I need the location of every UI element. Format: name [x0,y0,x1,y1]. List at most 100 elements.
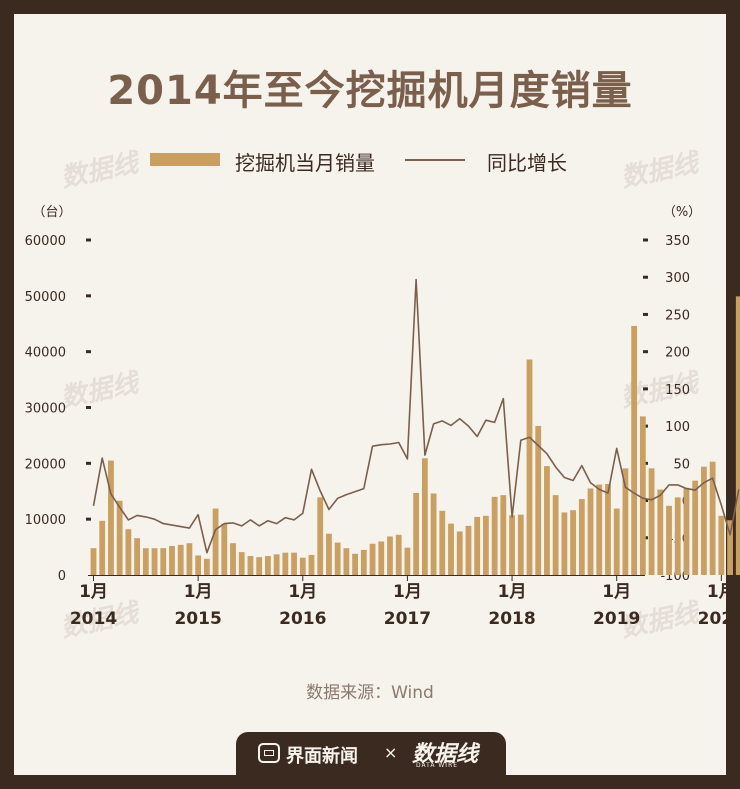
x-tick-year: 2016 [279,609,326,629]
bar [674,497,681,575]
bar [552,495,559,575]
jiemian-brand: 界面新闻 [286,746,358,767]
right-tick-label: 150 [665,383,690,398]
left-tick-mark [86,238,91,242]
bar [474,516,481,575]
bar [99,520,106,575]
bar [134,538,140,575]
bar [360,549,367,575]
bar [683,487,690,575]
bar [509,515,515,575]
bar [605,483,611,575]
bar [413,492,420,575]
x-tick-year: 2018 [488,609,535,629]
jiemian-logo-icon [258,743,280,763]
x-tick-year: 2014 [70,609,117,629]
bar [177,544,184,575]
bar [439,510,446,575]
x-tick-month: 1月 [288,582,317,602]
x-tick-month: 1月 [184,582,213,602]
x-tick-month: 1月 [707,582,736,602]
bar [666,505,672,575]
bar [526,359,533,575]
bar [648,468,655,575]
bar [692,480,699,575]
bar [352,553,358,575]
right-tick-mark [643,350,648,354]
bar [291,552,297,575]
bar [160,548,167,575]
x-tick-month: 1月 [79,582,108,602]
bar [273,554,280,575]
bar [299,557,306,575]
bar [578,499,585,575]
right-tick-label: 200 [665,346,690,361]
left-tick-label: 40000 [25,346,66,361]
right-tick-label: 350 [665,234,690,249]
bar [657,489,664,575]
left-tick-mark [86,294,91,298]
bar [500,495,507,575]
left-tick-mark [86,461,91,465]
right-tick-mark [643,275,648,279]
bar [544,466,550,575]
bar [395,534,402,575]
bar [282,552,289,575]
left-tick-mark [86,517,91,521]
right-tick-label: 100 [665,420,690,435]
bar [430,493,437,575]
left-tick-label: 30000 [25,402,66,417]
bar [203,558,210,575]
x-tick-year: 2017 [384,609,431,629]
bar [622,468,629,575]
bar [230,543,236,575]
left-tick-label: 10000 [25,513,66,528]
bar [256,557,263,575]
bar [456,531,463,575]
left-axis-unit: （台） [32,205,71,220]
bar [517,514,524,575]
x-tick-month: 1月 [393,582,422,602]
bar [369,543,376,575]
bar [735,296,740,575]
left-tick-label: 0 [58,569,66,584]
bar [195,555,202,575]
partner-logo: 数据线 [412,742,479,767]
bar [169,545,175,575]
x-tick-month: 1月 [498,582,527,602]
bar [90,548,97,575]
bar [587,488,594,575]
bar [535,425,542,575]
bar [378,541,385,575]
bar [326,533,332,575]
bar [334,542,341,575]
legend-bar-swatch [150,153,220,166]
bar [308,554,315,575]
left-tick-label: 50000 [25,290,66,305]
bar [247,556,254,575]
bar [404,547,411,575]
bar [125,529,132,575]
right-tick-mark [643,312,648,316]
bar [718,515,725,575]
bar [186,543,193,575]
right-tick-label: 50 [673,457,690,472]
partner-logo-sub: DATA WIRE [416,762,459,769]
bar [596,484,603,575]
footer-banner: 界面新闻 × 数据线 DATA WIRE [236,732,506,776]
left-tick-label: 20000 [25,457,66,472]
right-tick-mark [643,387,648,391]
right-axis-unit: （%） [663,205,701,220]
legend-line-label: 同比增长 [487,151,567,175]
bar [483,515,489,575]
x-tick-year: 2020 [698,609,740,629]
legend-bar-label: 挖掘机当月销量 [235,151,375,175]
x-tick-year: 2019 [593,609,640,629]
right-tick-label: 250 [665,308,690,323]
bar [701,466,707,575]
x-tick-month: 1月 [602,582,631,602]
bar [151,548,158,575]
right-tick-label: 300 [665,271,690,286]
growth-line [92,278,740,554]
bar [448,523,454,575]
